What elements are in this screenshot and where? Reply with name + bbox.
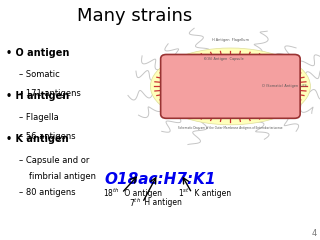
Text: O antigen: O antigen: [122, 189, 162, 198]
Text: K(Vi) Antigen  Capsule: K(Vi) Antigen Capsule: [204, 57, 244, 61]
Text: O18ac:H7:K1: O18ac:H7:K1: [104, 172, 216, 187]
Text: Many strains: Many strains: [77, 7, 192, 25]
Text: • K antigen: • K antigen: [6, 134, 69, 144]
Text: – 171 antigens: – 171 antigens: [19, 89, 81, 98]
Text: 4: 4: [312, 228, 317, 238]
Text: – 56 antigens: – 56 antigens: [19, 132, 76, 141]
Text: $18^{th}$: $18^{th}$: [103, 187, 120, 199]
Ellipse shape: [150, 48, 310, 125]
Text: Schematic Diagram of the Outer Membrane Antigens of Enterobacteriaceae: Schematic Diagram of the Outer Membrane …: [178, 126, 283, 130]
Text: fimbrial antigen: fimbrial antigen: [29, 172, 96, 180]
Text: – Flagella: – Flagella: [19, 113, 59, 122]
Text: K antigen: K antigen: [192, 189, 231, 198]
Text: • O antigen: • O antigen: [6, 48, 70, 58]
Text: – 80 antigens: – 80 antigens: [19, 188, 76, 197]
Text: – Capsule and or: – Capsule and or: [19, 156, 90, 165]
Text: – Somatic: – Somatic: [19, 70, 60, 79]
Text: H antigen: H antigen: [142, 198, 182, 207]
Text: $1^{st}$: $1^{st}$: [178, 187, 190, 199]
Text: O (Somatic) Antigen  LPS: O (Somatic) Antigen LPS: [262, 84, 307, 88]
FancyBboxPatch shape: [161, 54, 300, 118]
Text: H Antigen  Flagellum: H Antigen Flagellum: [212, 38, 249, 42]
Text: • H antigen: • H antigen: [6, 91, 70, 101]
Text: $7^{th}$: $7^{th}$: [129, 197, 141, 209]
